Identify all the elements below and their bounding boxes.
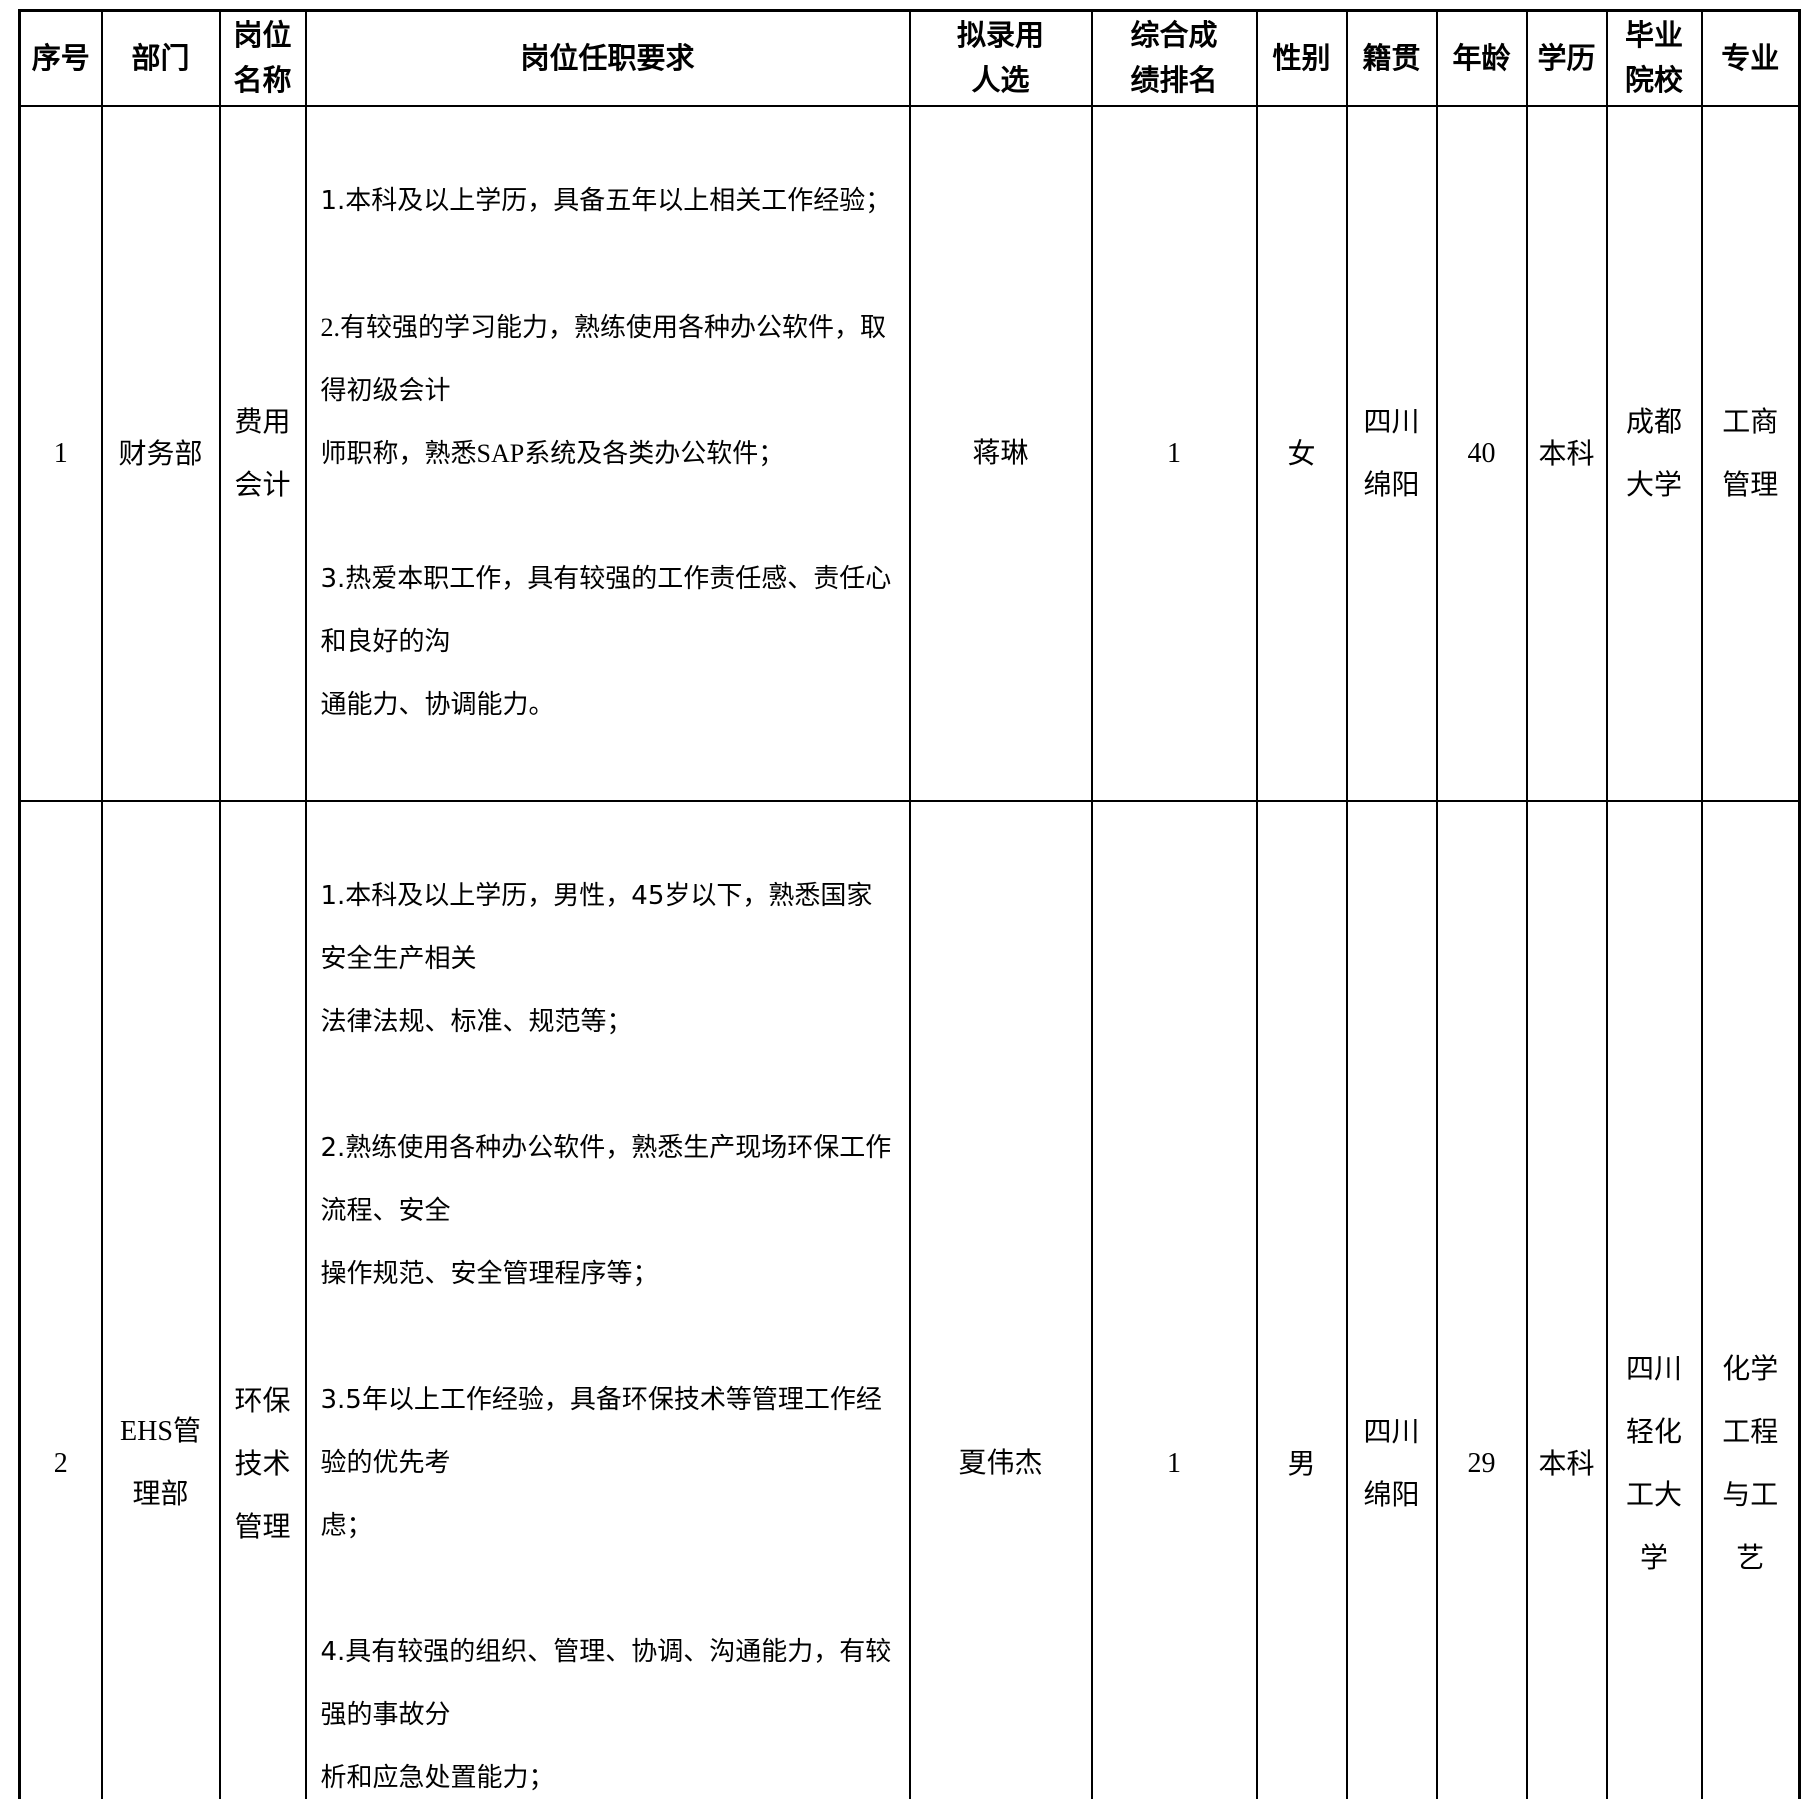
- header-department: 部门: [100, 9, 221, 107]
- cell-education: 本科: [1525, 104, 1608, 802]
- header-candidate: 拟录用 人选: [908, 9, 1093, 107]
- cell-requirements: 1.本科及以上学历，具备五年以上相关工作经验； 2.有较强的学习能力，熟练使用各…: [304, 104, 911, 802]
- cell-candidate: 蒋琳: [908, 104, 1093, 802]
- requirement-paragraph: 3.5年以上工作经验，具备环保技术等管理工作经验的优先考 虑；: [320, 1384, 882, 1541]
- header-row: 序号 部门 岗位 名称 岗位任职要求 拟录用 人选 综合成 绩排名 性别 籍贯 …: [18, 9, 1801, 107]
- cell-no: 2: [18, 799, 103, 1799]
- cell-native-place: 四川 绵阳: [1345, 799, 1438, 1799]
- cell-age: 29: [1435, 799, 1528, 1799]
- header-gender: 性别: [1255, 9, 1348, 107]
- requirement-paragraph: 2.有较强的学习能力，熟练使用各种办公软件，取得初级会计 师职称，熟悉SAP系统…: [320, 312, 887, 468]
- cell-school: 四川 轻化 工大 学: [1605, 799, 1703, 1799]
- cell-candidate: 夏伟杰: [908, 799, 1093, 1799]
- recruitment-table: 序号 部门 岗位 名称 岗位任职要求 拟录用 人选 综合成 绩排名 性别 籍贯 …: [18, 9, 1801, 1799]
- header-native-place: 籍贯: [1345, 9, 1438, 107]
- requirement-paragraph: 3.热爱本职工作，具有较强的工作责任感、责任心和良好的沟 通能力、协调能力。: [320, 563, 892, 720]
- cell-position: 费用 会计: [218, 104, 307, 802]
- cell-rank: 1: [1090, 104, 1258, 802]
- requirement-paragraph: 1.本科及以上学历，具备五年以上相关工作经验；: [320, 185, 892, 216]
- cell-major: 工商 管理: [1700, 104, 1801, 802]
- cell-major: 化学 工程 与工 艺: [1700, 799, 1801, 1799]
- cell-rank: 1: [1090, 799, 1258, 1799]
- header-requirements: 岗位任职要求: [304, 9, 911, 107]
- requirement-paragraph: 1.本科及以上学历，男性，45岁以下，熟悉国家安全生产相关 法律法规、标准、规范…: [320, 880, 873, 1037]
- cell-education: 本科: [1525, 799, 1608, 1799]
- header-major: 专业: [1700, 9, 1801, 107]
- header-education: 学历: [1525, 9, 1608, 107]
- cell-position: 环保 技术 管理: [218, 799, 307, 1799]
- requirement-paragraph: 4.具有较强的组织、管理、协调、沟通能力，有较强的事故分 析和应急处置能力；: [320, 1636, 892, 1793]
- cell-school: 成都 大学: [1605, 104, 1703, 802]
- cell-age: 40: [1435, 104, 1528, 802]
- header-age: 年龄: [1435, 9, 1528, 107]
- cell-no: 1: [18, 104, 103, 802]
- cell-gender: 女: [1255, 104, 1348, 802]
- cell-gender: 男: [1255, 799, 1348, 1799]
- cell-requirements: 1.本科及以上学历，男性，45岁以下，熟悉国家安全生产相关 法律法规、标准、规范…: [304, 799, 911, 1799]
- header-rank: 综合成 绩排名: [1090, 9, 1258, 107]
- header-school: 毕业 院校: [1605, 9, 1703, 107]
- table-row: 2 EHS管 理部 环保 技术 管理 1.本科及以上学历，男性，45岁以下，熟悉…: [18, 799, 1801, 1799]
- header-position: 岗位 名称: [218, 9, 307, 107]
- header-no: 序号: [18, 9, 103, 107]
- cell-department: EHS管 理部: [100, 799, 221, 1799]
- cell-department: 财务部: [100, 104, 221, 802]
- cell-native-place: 四川 绵阳: [1345, 104, 1438, 802]
- table-row: 1 财务部 费用 会计 1.本科及以上学历，具备五年以上相关工作经验； 2.有较…: [18, 104, 1801, 802]
- requirement-paragraph: 2.熟练使用各种办公软件，熟悉生产现场环保工作流程、安全 操作规范、安全管理程序…: [320, 1132, 892, 1289]
